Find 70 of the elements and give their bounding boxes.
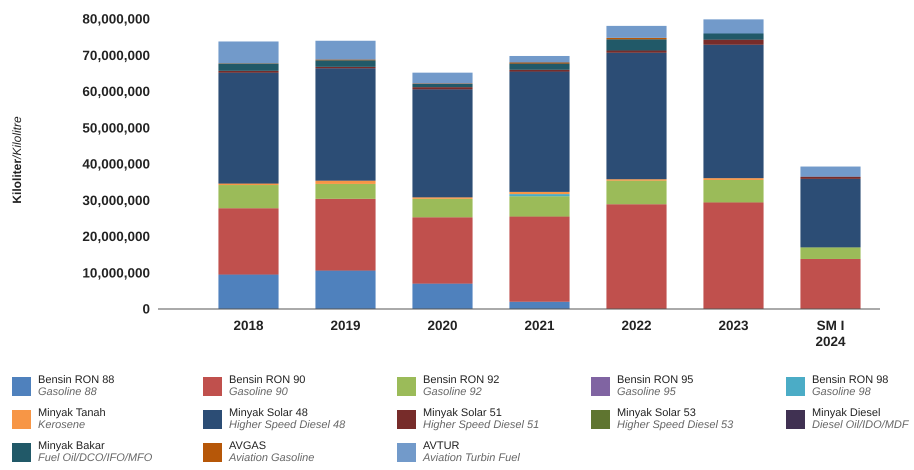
legend-label: AVTUR Aviation Turbin Fuel [422,440,520,464]
bar [800,258,861,309]
x-tick-label: 2021 [524,318,555,333]
legend-label: Bensin RON 98 Gasoline 98 [812,374,888,398]
bar [412,198,473,218]
bar [509,56,570,62]
bar [315,40,376,60]
bar [218,185,279,208]
bar [315,184,376,199]
bar [218,64,279,71]
bar [509,192,570,194]
y-tick-label: 70,000,000 [82,48,150,63]
legend-label: Minyak Diesel Diesel Oil/IDO/MDF [812,407,910,431]
bar [703,180,764,202]
bar [315,180,376,184]
legend-label: Minyak Solar 51 Higher Speed Diesel 51 [423,407,540,431]
bar [218,72,279,184]
bar [412,84,473,88]
legend-label: Bensin RON 92 Gasoline 92 [423,374,500,398]
bar [412,72,473,84]
bar [315,198,376,271]
bar [703,19,764,34]
bar [606,26,667,38]
y-tick-label: 40,000,000 [82,156,150,172]
legend-label: Minyak Solar 48 Higher Speed Diesel 48 [229,407,346,431]
y-tick-label: 10,000,000 [82,265,150,280]
bar [800,178,861,248]
legend-label: Bensin RON 90 Gasoline 90 [229,374,306,398]
bar [412,89,473,198]
bar [800,247,861,259]
bar [606,204,667,309]
bar [509,216,570,302]
bar [800,166,861,177]
legend-label: Minyak Solar 53 Higher Speed Diesel 53 [617,407,734,431]
bar [509,196,570,217]
x-tick-label: 2022 [621,318,652,333]
y-tick-label: 80,000,000 [82,12,150,27]
legend-label: Bensin RON 88 Gasoline 88 [38,374,114,398]
bar [218,208,279,275]
legend-label: Minyak Tanah Kerosene [38,407,106,431]
legend-label: Minyak Bakar Fuel Oil/DCO/IFO/MFO [38,440,153,464]
x-tick-label: 2019 [330,318,361,333]
bar [703,40,764,45]
legend-label: Bensin RON 95 Gasoline 95 [617,374,694,398]
bar [703,34,764,40]
y-axis-title: Kiloliter/Kilolitre [10,116,24,204]
bar [412,217,473,284]
bar [606,39,667,51]
x-tick-label: SM I 2024 [815,318,846,349]
y-tick-label: 20,000,000 [82,229,150,244]
bar [218,41,279,64]
x-tick-label: 2023 [718,318,749,333]
bar [509,64,570,70]
bar [315,270,376,309]
bar [703,44,764,178]
bar [509,72,570,192]
y-tick-label: 0 [142,302,150,317]
y-tick-label: 30,000,000 [82,192,150,208]
bar [315,68,376,181]
x-tick-label: 2020 [427,318,458,333]
x-tick-label: 2018 [233,318,264,333]
legend-label: AVGAS Aviation Gasoline [228,440,314,464]
y-tick-label: 50,000,000 [82,120,150,136]
bar [412,284,473,309]
y-tick-label: 60,000,000 [82,84,150,100]
bar [606,180,667,204]
bar [703,202,764,309]
bar [315,60,376,67]
bar [606,52,667,180]
bar [218,274,279,309]
